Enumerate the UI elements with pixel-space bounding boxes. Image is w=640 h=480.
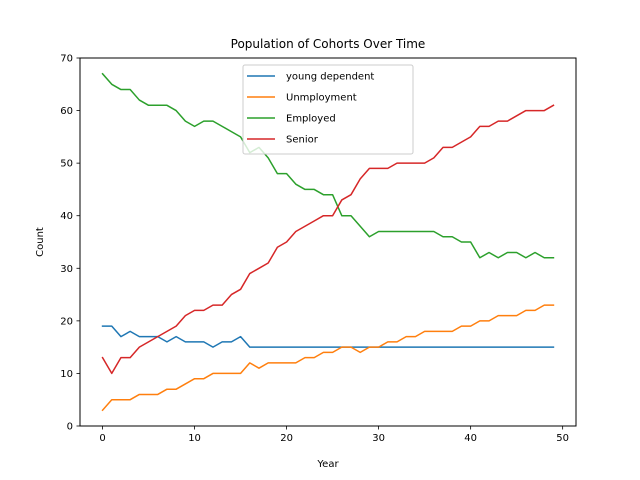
- legend-box: [242, 64, 414, 155]
- legend-label-3: Senior: [286, 135, 319, 146]
- x-axis-title: Year: [316, 459, 339, 470]
- y-tick-label: 70: [60, 54, 73, 65]
- y-tick-label: 20: [60, 316, 73, 327]
- chart-title: Population of Cohorts Over Time: [231, 37, 426, 51]
- x-tick-label: 30: [372, 433, 385, 444]
- series-line-0: [101, 325, 555, 348]
- y-tick-label: 30: [60, 264, 73, 275]
- series-layer: [101, 72, 555, 412]
- x-tick-label: 20: [280, 433, 293, 444]
- x-tick-label: 50: [556, 433, 569, 444]
- y-tick-label: 60: [60, 106, 73, 117]
- y-tick-label: 40: [60, 211, 73, 222]
- x-tick-label: 10: [188, 433, 201, 444]
- legend-label-1: Unmployment: [286, 93, 357, 104]
- series-line-3: [101, 104, 555, 375]
- y-tick-label: 50: [60, 159, 73, 170]
- x-axis: 0 10 20 30 40 50: [99, 426, 569, 444]
- legend-label-2: Employed: [286, 114, 336, 125]
- legend: young dependent Unmployment Employed Senior: [242, 64, 414, 155]
- plot-frame: [79, 57, 577, 427]
- x-tick-label: 0: [99, 433, 105, 444]
- y-axis-title: Count: [35, 227, 46, 257]
- x-tick-label: 40: [464, 433, 477, 444]
- series-line-2: [101, 72, 555, 259]
- y-axis: 0 10 20 30 40 50 60 70: [60, 54, 80, 433]
- y-tick-label: 0: [67, 422, 73, 433]
- series-line-1: [101, 304, 555, 412]
- y-tick-label: 10: [60, 369, 73, 380]
- legend-label-0: young dependent: [286, 72, 374, 83]
